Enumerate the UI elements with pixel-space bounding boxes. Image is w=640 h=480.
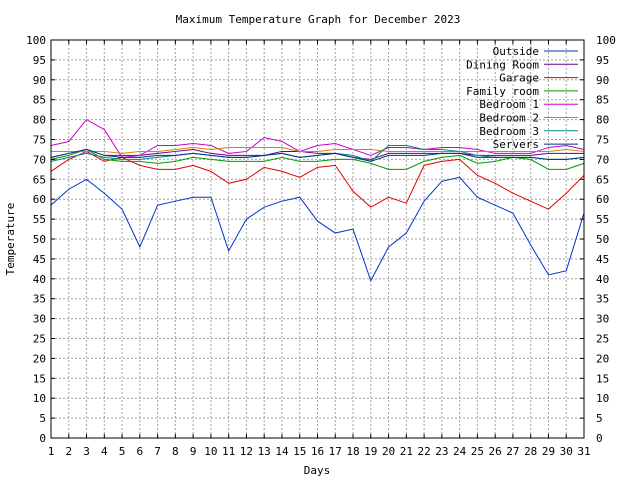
x-tick-label: 15 — [293, 445, 306, 458]
y-tick-label: 70 — [33, 153, 46, 166]
x-tick-label: 1 — [48, 445, 55, 458]
y-tick-label-right: 100 — [596, 34, 616, 47]
y-tick-label-right: 70 — [596, 153, 609, 166]
y-tick-label: 95 — [33, 54, 46, 67]
legend-label: Servers — [493, 138, 539, 151]
x-tick-label: 21 — [400, 445, 413, 458]
y-tick-label-right: 25 — [596, 333, 609, 346]
x-tick-label: 16 — [311, 445, 324, 458]
y-tick-label-right: 55 — [596, 213, 609, 226]
y-tick-label-right: 5 — [596, 412, 603, 425]
legend-label: Bedroom 3 — [479, 125, 539, 138]
y-axis-label: Temperature — [4, 203, 17, 276]
y-tick-label-right: 40 — [596, 273, 609, 286]
y-tick-label-right: 15 — [596, 372, 609, 385]
y-tick-label: 100 — [26, 34, 46, 47]
x-tick-label: 10 — [204, 445, 217, 458]
y-tick-label: 5 — [39, 412, 46, 425]
series-line-bedroom-1 — [50, 118, 585, 158]
x-tick-label: 11 — [222, 445, 235, 458]
x-tick-label: 24 — [453, 445, 467, 458]
x-tick-label: 28 — [524, 445, 537, 458]
series-line-servers — [50, 148, 585, 162]
x-tick-label: 29 — [542, 445, 555, 458]
y-tick-label: 85 — [33, 94, 46, 107]
y-tick-label: 65 — [33, 173, 46, 186]
x-tick-label: 22 — [417, 445, 430, 458]
y-tick-label: 55 — [33, 213, 46, 226]
x-axis-label: Days — [304, 464, 331, 477]
x-tick-label: 9 — [190, 445, 197, 458]
y-tick-label-right: 75 — [596, 134, 609, 147]
y-tick-label: 15 — [33, 372, 46, 385]
x-tick-label: 20 — [382, 445, 395, 458]
y-tick-label: 25 — [33, 333, 46, 346]
y-tick-label-right: 90 — [596, 74, 609, 87]
y-tick-label-right: 65 — [596, 173, 609, 186]
x-tick-label: 17 — [329, 445, 342, 458]
grid-layer — [51, 40, 584, 438]
y-tick-label: 45 — [33, 253, 46, 266]
y-tick-label: 10 — [33, 392, 46, 405]
y-tick-label-right: 60 — [596, 193, 609, 206]
x-tick-label: 7 — [154, 445, 161, 458]
x-tick-label: 6 — [137, 445, 144, 458]
x-tick-label: 23 — [435, 445, 448, 458]
y-tick-label-right: 50 — [596, 233, 609, 246]
y-tick-label: 35 — [33, 293, 46, 306]
y-tick-label: 60 — [33, 193, 46, 206]
legend-label: Dining Room — [466, 58, 539, 71]
y-tick-label-right: 20 — [596, 352, 609, 365]
legend-label: Garage — [499, 72, 539, 85]
series-line-bedroom-2 — [51, 146, 585, 154]
y-tick-label: 40 — [33, 273, 46, 286]
x-tick-label: 25 — [471, 445, 484, 458]
x-tick-label: 30 — [560, 445, 573, 458]
y-tick-label-right: 85 — [596, 94, 609, 107]
legend-label: Outside — [493, 45, 539, 58]
x-tick-label: 18 — [346, 445, 359, 458]
series-line-garage — [50, 150, 585, 210]
y-tick-label: 30 — [33, 313, 46, 326]
series-layer — [50, 118, 585, 283]
x-tick-label: 14 — [275, 445, 289, 458]
x-tick-label: 26 — [489, 445, 502, 458]
chart-title: Maximum Temperature Graph for December 2… — [176, 13, 461, 26]
x-tick-label: 27 — [506, 445, 519, 458]
y-tick-label-right: 0 — [596, 432, 603, 445]
x-tick-label: 19 — [364, 445, 377, 458]
x-tick-label: 2 — [65, 445, 72, 458]
y-tick-label-right: 95 — [596, 54, 609, 67]
y-tick-label-right: 45 — [596, 253, 609, 266]
series-line-family-room — [50, 148, 585, 170]
y-tick-label: 90 — [33, 74, 46, 87]
y-tick-label-right: 30 — [596, 313, 609, 326]
x-tick-label: 12 — [240, 445, 253, 458]
y-tick-label: 0 — [39, 432, 46, 445]
y-tick-label-right: 35 — [596, 293, 609, 306]
y-tick-label: 80 — [33, 114, 46, 127]
x-tick-label: 3 — [83, 445, 90, 458]
x-tick-label: 31 — [577, 445, 590, 458]
y-tick-label: 50 — [33, 233, 46, 246]
x-tick-label: 8 — [172, 445, 179, 458]
legend-label: Bedroom 2 — [479, 112, 539, 125]
y-tick-label: 20 — [33, 352, 46, 365]
x-tick-label: 13 — [258, 445, 271, 458]
y-tick-label-right: 80 — [596, 114, 609, 127]
y-tick-label-right: 10 — [596, 392, 609, 405]
y-tick-label: 75 — [33, 134, 46, 147]
legend-label: Family room — [466, 85, 539, 98]
legend-label: Bedroom 1 — [479, 98, 539, 111]
x-tick-label: 4 — [101, 445, 108, 458]
x-tick-label: 5 — [119, 445, 126, 458]
series-line-outside — [50, 176, 585, 283]
